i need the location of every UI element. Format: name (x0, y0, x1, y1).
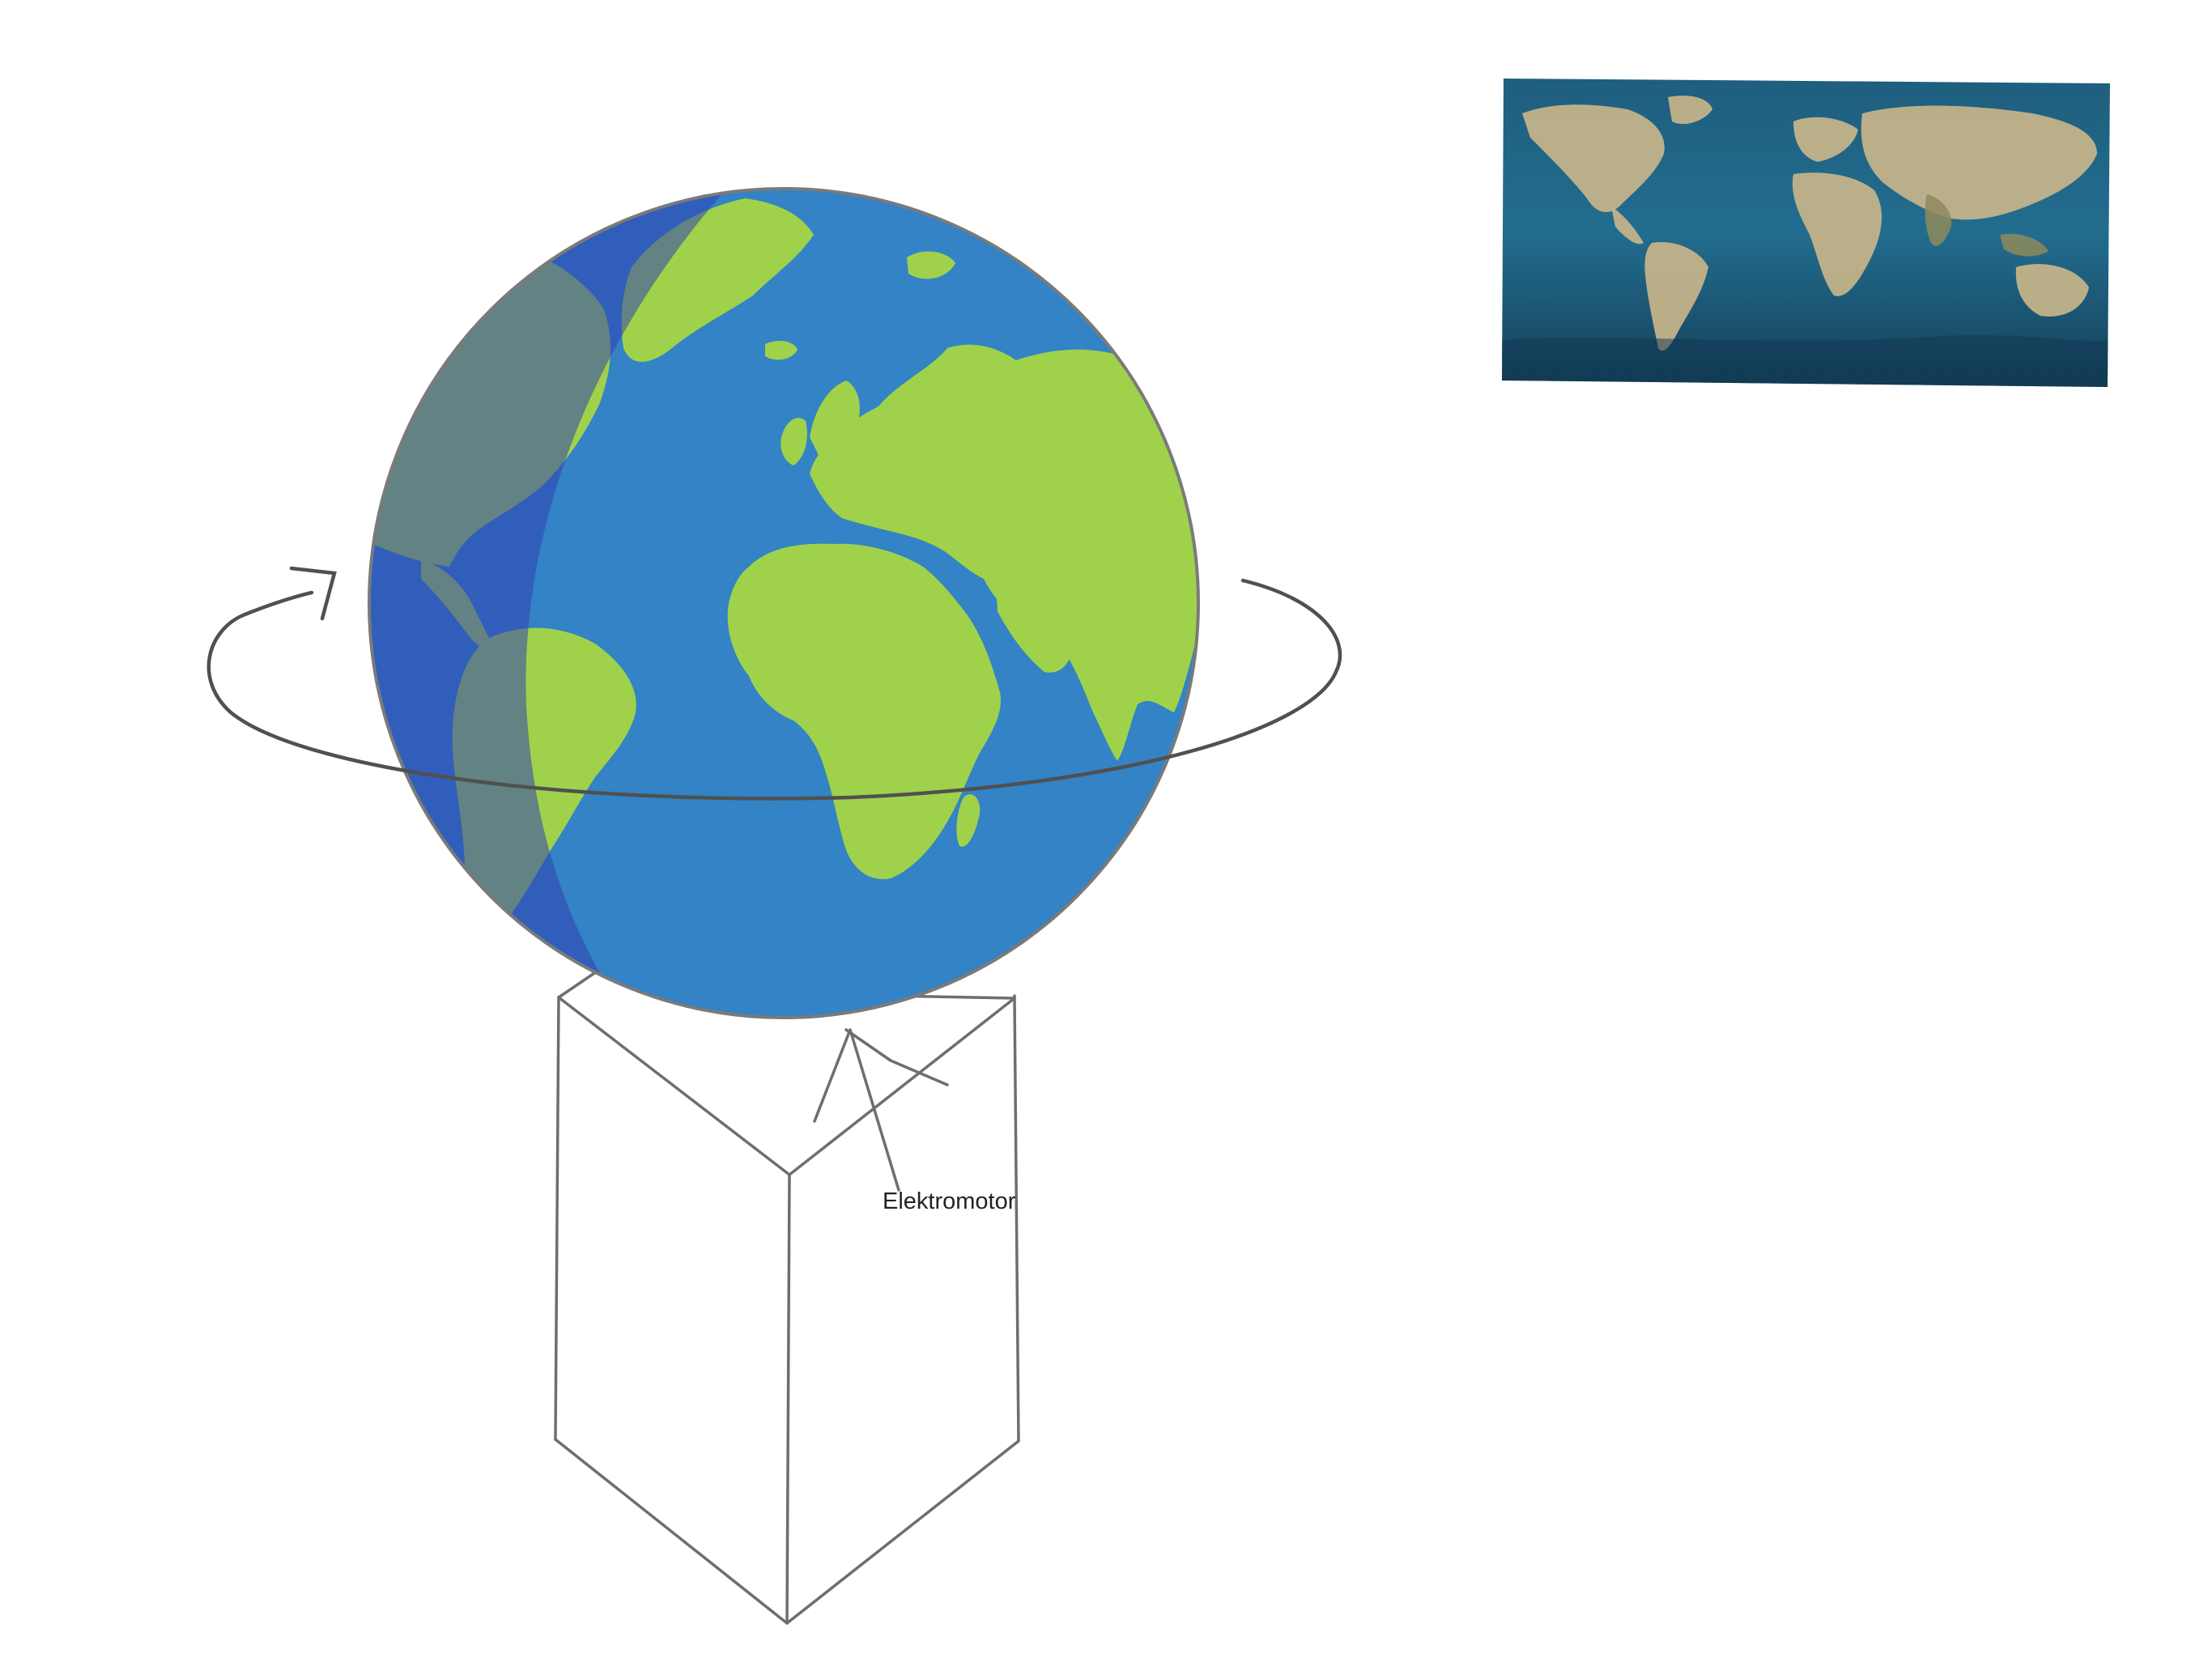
arabia-landmass (996, 583, 1071, 673)
world-map-inset (1502, 79, 2110, 387)
britain-landmass (781, 418, 807, 466)
madagascar-landmass (956, 794, 981, 847)
africa-landmass (727, 543, 1001, 879)
curved-arrow-icon (289, 566, 337, 621)
motor-pointer (813, 1028, 949, 1192)
scandinavia-landmass (810, 380, 860, 461)
rotation-ring (206, 566, 1342, 801)
motor-label: Elektromotor (883, 1188, 1016, 1214)
globe (368, 187, 1200, 1019)
iceland-landmass (765, 340, 798, 360)
svalbard-landmass (907, 251, 955, 279)
eurasia-landmass (810, 344, 1198, 761)
pedestal-box (554, 960, 1020, 1625)
